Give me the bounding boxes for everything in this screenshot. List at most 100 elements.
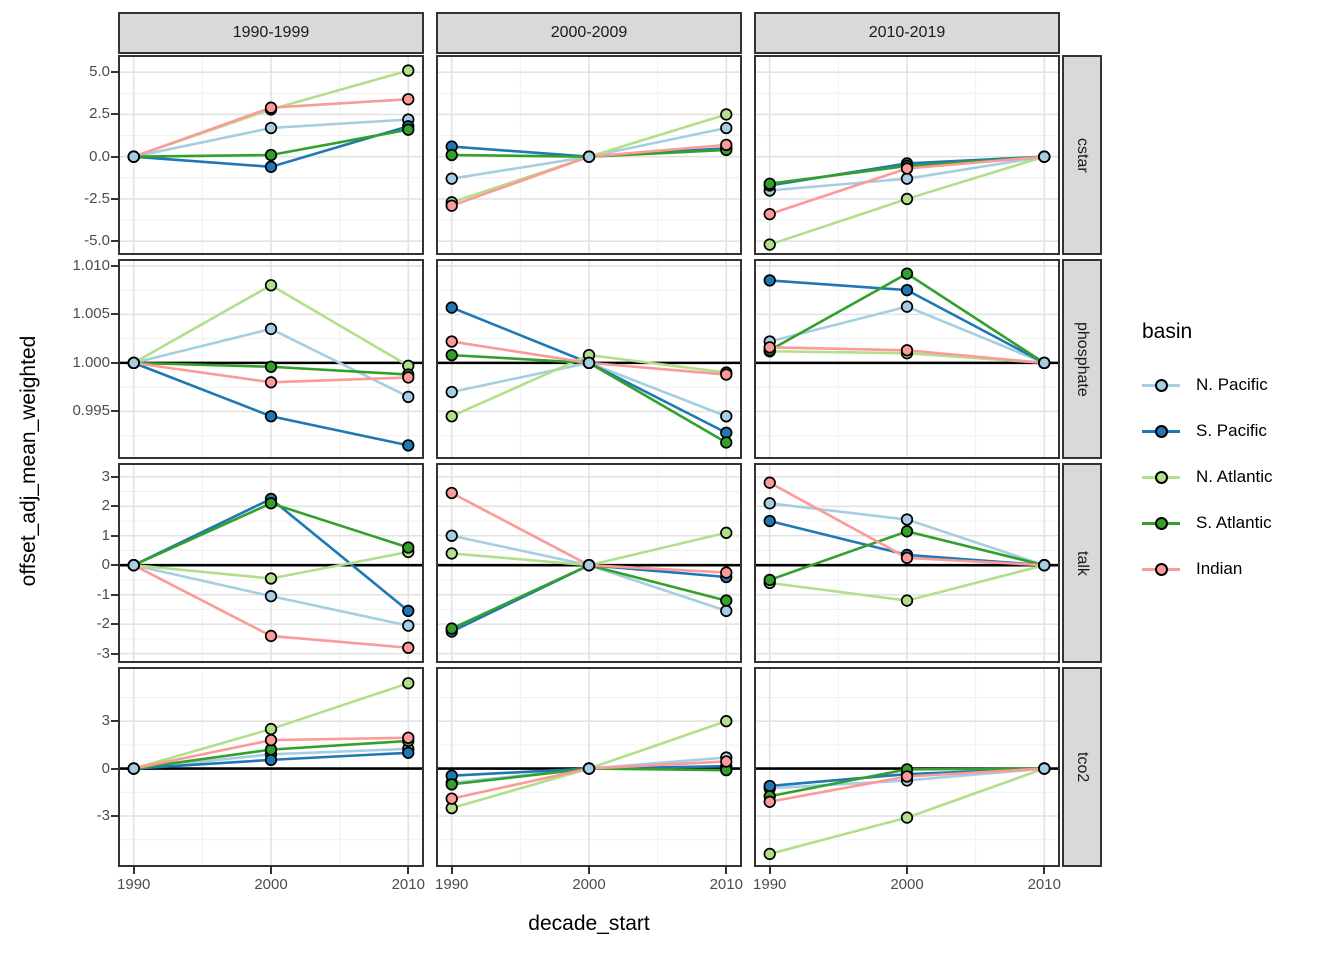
data-point [264,376,278,389]
data-point [402,641,415,654]
facet-strip-phosphate: phosphate [1062,259,1102,459]
x-tick-label: 2000 [254,876,288,893]
legend-entry-indian: Indian [1142,546,1342,592]
data-point [402,390,415,403]
y-tick-label: 5.0 [89,63,110,81]
reference-decade-point [127,356,140,370]
legend-key-icon [1142,466,1180,488]
data-point [264,590,278,603]
data-point [445,547,458,560]
facet-strip-label: 2000-2009 [550,24,628,41]
x-tick-mark [450,867,453,874]
y-tick-mark [111,564,118,567]
reference-decade-point [127,150,140,163]
data-point [763,207,776,221]
legend-entry-label: S. Atlantic [1196,513,1272,532]
data-point [445,385,458,399]
data-point [445,792,458,805]
facet-strip-label: 2010-2019 [868,24,946,41]
data-point [445,335,458,348]
y-tick-label: 2 [101,497,110,515]
data-point [900,172,914,185]
y-tick-mark [111,410,118,413]
legend-key-icon [1142,512,1180,534]
panel-plot-area [120,465,422,661]
panel-plot-area [756,261,1058,457]
legend-entry-label: S. Pacific [1196,421,1267,440]
x-tick-label: 2010 [709,876,743,893]
legend-key-dot [1155,425,1168,438]
x-tick-label: 2010 [1027,876,1061,893]
reference-decade-point [1038,150,1051,163]
data-point [900,192,914,206]
x-tick-label: 1990 [117,876,151,893]
data-point [763,514,776,528]
y-tick-label: 1.005 [72,305,110,323]
y-tick-mark [111,652,118,655]
data-point [900,513,914,526]
y-tick-label: -3 [96,644,110,662]
data-point [445,148,458,162]
data-point [402,746,415,759]
data-point [402,541,415,554]
y-tick-mark [111,593,118,596]
legend-key-dot [1155,379,1168,392]
data-point [264,360,278,373]
data-point [900,551,914,564]
panel-talk-2010-2019 [754,463,1060,663]
y-tick-label: -3 [96,807,110,824]
facet-strip-1990-1999: 1990-1999 [118,12,424,54]
facet-strip-2000-2009: 2000-2009 [436,12,742,54]
y-tick-label: -5.0 [84,232,110,250]
legend-entry-s-pacific: S. Pacific [1142,408,1342,454]
y-tick-label: 1 [101,526,110,544]
x-tick-mark [132,867,135,874]
panel-cstar-2000-2009 [436,55,742,255]
data-point [445,778,458,791]
data-point [264,572,278,585]
panel-plot-area [756,57,1058,253]
legend-entry-label: Indian [1196,559,1243,578]
panel-cstar-2010-2019 [754,55,1060,255]
y-tick-mark [111,197,118,200]
data-point [264,753,278,767]
x-tick-label: 2000 [890,876,924,893]
data-point [763,274,776,287]
y-tick-mark [111,71,118,74]
legend-key-dot [1155,471,1168,484]
panel-phosphate-2010-2019 [754,259,1060,459]
panel-plot-area [438,465,740,661]
x-tick-label: 2000 [572,876,606,893]
legend-entry-n-atlantic: N. Atlantic [1142,454,1342,500]
y-tick-mark [111,264,118,267]
reference-decade-point [582,559,596,572]
data-point [264,410,278,423]
y-tick-mark [111,505,118,508]
panel-plot-area [120,57,422,253]
y-tick-mark [111,313,118,316]
facet-strip-label: phosphate [1074,321,1091,397]
data-point [900,283,914,297]
data-point [900,344,914,357]
legend-entry-s-atlantic: S. Atlantic [1142,500,1342,546]
panel-tco2-1990-1999 [118,667,424,867]
y-tick-mark [111,240,118,243]
legend-key-icon [1142,558,1180,580]
data-point [720,410,733,423]
data-point [720,604,733,618]
data-point [720,594,733,607]
y-tick-mark [111,475,118,478]
data-point [720,526,733,539]
data-point [900,770,914,783]
panel-plot-area [438,261,740,457]
y-tick-label: 3 [101,712,110,730]
y-tick-mark [111,767,118,770]
data-point [445,410,458,423]
y-tick-mark [111,534,118,537]
panel-plot-area [438,57,740,253]
panel-plot-area [438,669,740,865]
panel-talk-2000-2009 [436,463,742,663]
legend-key-dot [1155,563,1168,576]
data-point [445,622,458,635]
panel-plot-area [756,465,1058,661]
